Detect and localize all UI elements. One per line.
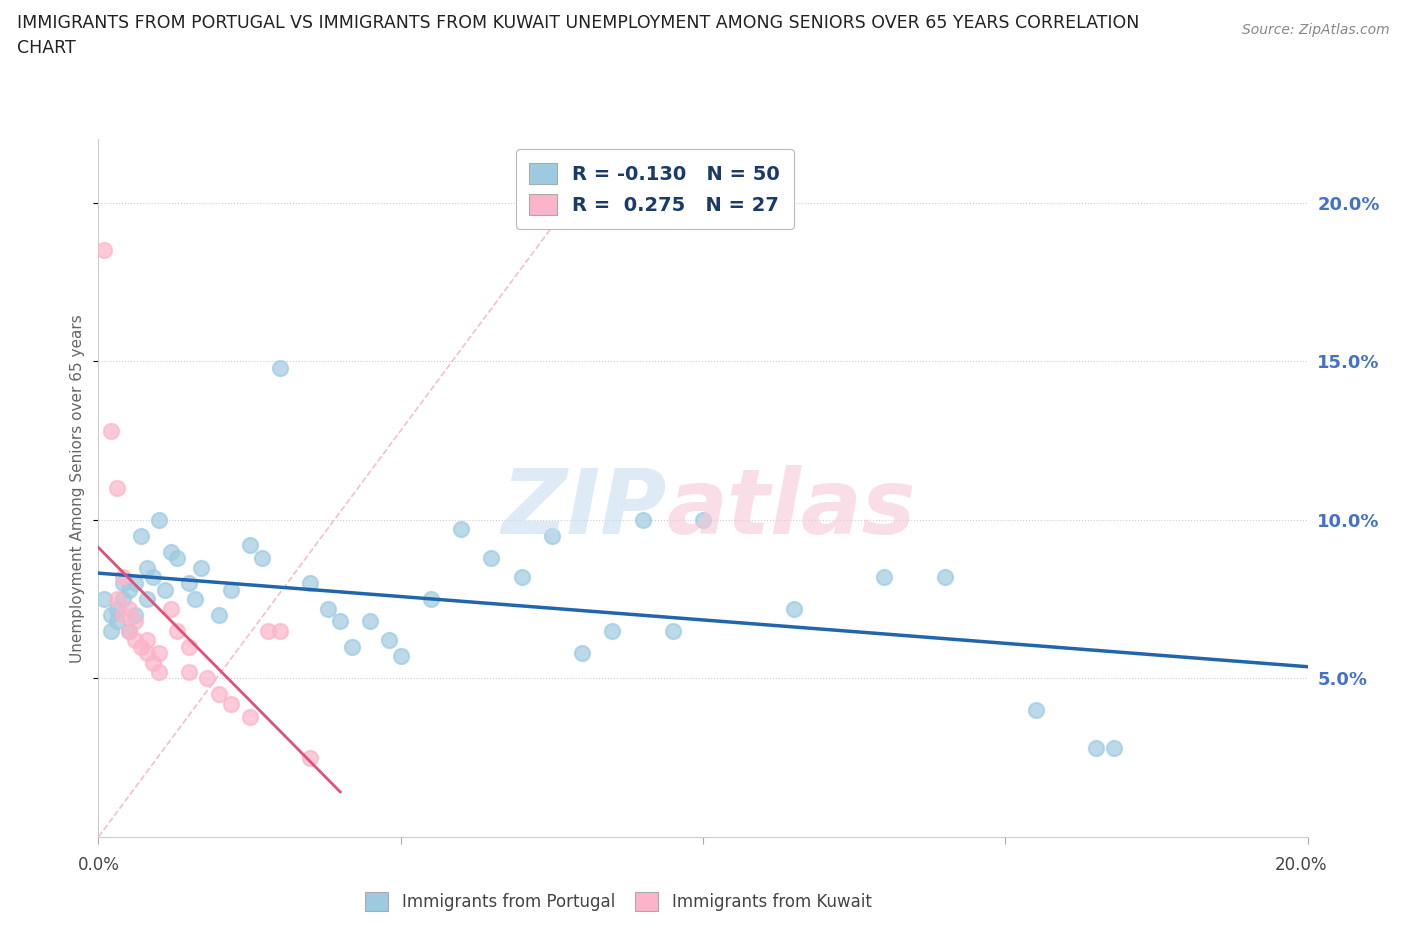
Text: IMMIGRANTS FROM PORTUGAL VS IMMIGRANTS FROM KUWAIT UNEMPLOYMENT AMONG SENIORS OV: IMMIGRANTS FROM PORTUGAL VS IMMIGRANTS F… <box>17 14 1139 32</box>
Point <box>111 607 134 622</box>
Point <box>208 607 231 622</box>
Point <box>124 633 146 648</box>
Point <box>269 360 291 375</box>
Text: CHART: CHART <box>17 39 76 57</box>
Point <box>93 591 115 606</box>
Point <box>135 560 157 575</box>
Point <box>153 582 176 597</box>
Point <box>1085 741 1108 756</box>
Point <box>118 582 141 597</box>
Point <box>111 576 134 591</box>
Point <box>184 591 207 606</box>
Legend: Immigrants from Portugal, Immigrants from Kuwait: Immigrants from Portugal, Immigrants fro… <box>357 884 880 920</box>
Point <box>105 602 128 617</box>
Point <box>250 551 273 565</box>
Point <box>160 602 183 617</box>
Point <box>111 591 134 606</box>
Point <box>510 569 533 584</box>
Point <box>540 528 562 543</box>
Point <box>142 569 165 584</box>
Text: 20.0%: 20.0% <box>1274 856 1327 873</box>
Point <box>111 569 134 584</box>
Point <box>873 569 896 584</box>
Point <box>148 512 170 527</box>
Point <box>135 633 157 648</box>
Point <box>221 582 243 597</box>
Point <box>221 697 243 711</box>
Point <box>602 623 624 638</box>
Point <box>100 424 122 439</box>
Point <box>93 243 115 258</box>
Point <box>129 528 152 543</box>
Point <box>934 569 956 584</box>
Point <box>239 538 262 552</box>
Point <box>160 544 183 559</box>
Point <box>420 591 443 606</box>
Point <box>118 602 141 617</box>
Point <box>450 522 472 537</box>
Point <box>129 639 152 654</box>
Point <box>124 614 146 629</box>
Point <box>118 623 141 638</box>
Point <box>179 639 201 654</box>
Point <box>179 576 201 591</box>
Point <box>239 709 262 724</box>
Text: atlas: atlas <box>666 465 917 553</box>
Point <box>105 591 128 606</box>
Point <box>316 602 339 617</box>
Point <box>118 623 141 638</box>
Point <box>195 671 218 686</box>
Point <box>329 614 352 629</box>
Point <box>783 602 806 617</box>
Point <box>135 645 157 660</box>
Point <box>389 649 412 664</box>
Point <box>148 645 170 660</box>
Point <box>662 623 685 638</box>
Point <box>190 560 212 575</box>
Point <box>142 655 165 670</box>
Point <box>571 645 593 660</box>
Point <box>105 481 128 496</box>
Point <box>256 623 278 638</box>
Point <box>299 751 322 765</box>
Point <box>1024 703 1046 718</box>
Point <box>360 614 382 629</box>
Point <box>100 607 122 622</box>
Y-axis label: Unemployment Among Seniors over 65 years: Unemployment Among Seniors over 65 years <box>70 314 86 662</box>
Point <box>100 623 122 638</box>
Text: Source: ZipAtlas.com: Source: ZipAtlas.com <box>1241 23 1389 37</box>
Point <box>1102 741 1125 756</box>
Text: 0.0%: 0.0% <box>77 856 120 873</box>
Point <box>135 591 157 606</box>
Point <box>179 665 201 680</box>
Point <box>692 512 714 527</box>
Point <box>481 551 503 565</box>
Point <box>124 607 146 622</box>
Point <box>342 639 364 654</box>
Point <box>299 576 322 591</box>
Point <box>208 687 231 702</box>
Point <box>166 551 188 565</box>
Point <box>631 512 654 527</box>
Text: ZIP: ZIP <box>502 465 666 553</box>
Point <box>105 614 128 629</box>
Point <box>269 623 291 638</box>
Point <box>148 665 170 680</box>
Point <box>377 633 399 648</box>
Point <box>166 623 188 638</box>
Point <box>124 576 146 591</box>
